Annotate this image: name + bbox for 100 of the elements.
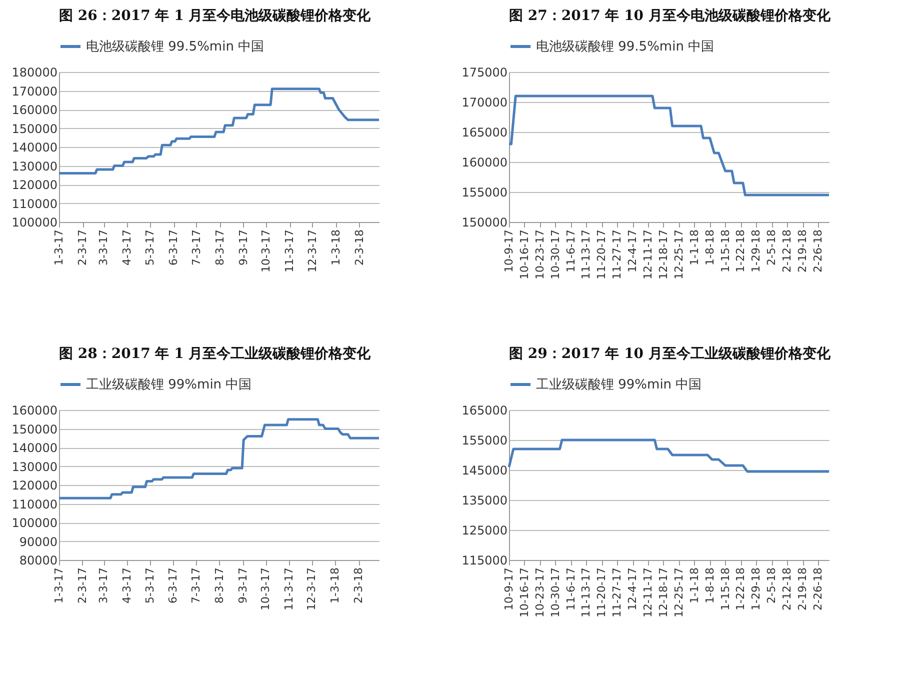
y-tick-label: 155000 bbox=[462, 434, 508, 448]
x-tick-label: 10-3-17 bbox=[260, 230, 273, 272]
x-tick-label: 2-3-17 bbox=[76, 230, 90, 266]
x-tick-label: 11-13-17 bbox=[580, 230, 593, 280]
x-tick-label: 5-3-17 bbox=[143, 230, 156, 266]
x-tick-label: 10-30-17 bbox=[548, 568, 562, 618]
x-tick-label: 12-11-17 bbox=[642, 568, 655, 618]
x-tick-label: 10-30-17 bbox=[548, 230, 562, 280]
x-tick-label: 1-3-17 bbox=[52, 568, 66, 604]
x-tick-label: 1-1-18 bbox=[688, 230, 701, 266]
x-tick-label: 2-19-18 bbox=[796, 230, 810, 272]
y-tick-label: 120000 bbox=[12, 178, 58, 192]
y-tick-label: 165000 bbox=[462, 404, 508, 418]
x-tick-label: 2-12-18 bbox=[780, 230, 794, 272]
x-tick-label: 11-27-17 bbox=[610, 568, 624, 618]
x-tick-label: 8-3-17 bbox=[212, 568, 226, 604]
y-tick-label: 100000 bbox=[12, 516, 58, 530]
x-tick-label: 3-3-17 bbox=[97, 568, 110, 604]
line-series bbox=[508, 438, 830, 473]
y-tick-label: 80000 bbox=[19, 554, 58, 568]
line-series bbox=[58, 88, 380, 174]
x-tick-label: 11-27-17 bbox=[610, 230, 624, 280]
chart-title: 图 27：2017 年 10 月至今电池级碳酸锂价格变化 bbox=[509, 7, 832, 24]
line-series bbox=[58, 418, 380, 500]
legend-label: 电池级碳酸锂 99.5%min 中国 bbox=[86, 40, 264, 54]
x-tick-label: 12-3-17 bbox=[305, 568, 318, 610]
x-tick-label: 1-3-18 bbox=[329, 230, 342, 266]
line-series bbox=[508, 94, 830, 196]
x-tick-label: 4-3-17 bbox=[120, 568, 134, 604]
y-tick-label: 180000 bbox=[12, 66, 58, 80]
y-tick-label: 170000 bbox=[12, 84, 58, 98]
x-tick-label: 4-3-17 bbox=[120, 230, 134, 266]
x-tick-label: 12-3-17 bbox=[306, 230, 319, 272]
legend-label: 工业级碳酸锂 99%min 中国 bbox=[86, 378, 252, 392]
legend-label: 电池级碳酸锂 99.5%min 中国 bbox=[536, 40, 714, 54]
x-tick-label: 7-3-17 bbox=[190, 230, 203, 266]
x-tick-label: 2-3-17 bbox=[76, 568, 89, 604]
y-tick-label: 90000 bbox=[19, 534, 58, 549]
x-tick-label: 9-3-17 bbox=[236, 230, 250, 266]
x-tick-label: 12-18-17 bbox=[656, 230, 670, 280]
y-tick-label: 160000 bbox=[12, 103, 58, 117]
x-tick-label: 3-3-17 bbox=[97, 230, 110, 266]
x-tick-label: 11-3-17 bbox=[282, 568, 296, 610]
x-tick-label: 12-4-17 bbox=[626, 230, 640, 272]
legend-label: 工业级碳酸锂 99%min 中国 bbox=[536, 378, 702, 392]
x-tick-label: 1-15-18 bbox=[718, 230, 732, 272]
chart-title: 图 28：2017 年 1 月至今工业级碳酸锂价格变化 bbox=[59, 345, 372, 362]
y-tick-label: 120000 bbox=[12, 478, 58, 492]
x-tick-label: 1-22-18 bbox=[734, 230, 748, 272]
x-tick-label: 5-3-17 bbox=[143, 568, 156, 604]
x-tick-label: 10-16-17 bbox=[518, 568, 531, 618]
x-tick-label: 6-3-17 bbox=[167, 230, 180, 266]
x-tick-label: 1-1-18 bbox=[688, 568, 701, 604]
x-tick-label: 11-6-17 bbox=[564, 230, 578, 272]
x-tick-label: 12-11-17 bbox=[642, 230, 655, 280]
x-tick-label: 12-25-17 bbox=[672, 568, 686, 618]
x-tick-label: 1-3-17 bbox=[52, 230, 66, 266]
x-tick-label: 10-9-17 bbox=[502, 230, 516, 272]
x-tick-label: 2-3-18 bbox=[352, 230, 366, 266]
y-tick-label: 135000 bbox=[462, 494, 508, 508]
y-tick-label: 110000 bbox=[12, 196, 58, 211]
x-tick-label: 11-20-17 bbox=[595, 568, 608, 618]
x-tick-label: 10-3-17 bbox=[259, 568, 272, 610]
y-tick-label: 150000 bbox=[462, 216, 508, 230]
x-tick-label: 11-6-17 bbox=[564, 568, 578, 610]
x-tick-label: 12-25-17 bbox=[672, 230, 686, 280]
y-tick-label: 170000 bbox=[462, 96, 508, 110]
x-tick-label: 11-20-17 bbox=[595, 230, 608, 280]
x-tick-label: 6-3-17 bbox=[166, 568, 180, 604]
y-tick-label: 100000 bbox=[12, 216, 58, 230]
y-tick-label: 110000 bbox=[12, 497, 58, 512]
x-tick-label: 10-16-17 bbox=[518, 230, 531, 280]
x-tick-label: 12-18-17 bbox=[656, 568, 670, 618]
chart-title: 图 29：2017 年 10 月至今工业级碳酸锂价格变化 bbox=[509, 345, 832, 362]
x-tick-label: 1-3-18 bbox=[328, 568, 342, 604]
x-tick-label: 2-26-18 bbox=[811, 568, 824, 610]
chart-title: 图 26：2017 年 1 月至今电池级碳酸锂价格变化 bbox=[59, 7, 372, 24]
y-tick-label: 145000 bbox=[462, 464, 508, 478]
x-tick-label: 1-8-18 bbox=[703, 230, 716, 266]
x-tick-label: 2-19-18 bbox=[796, 568, 810, 610]
y-tick-label: 140000 bbox=[12, 441, 58, 455]
x-tick-label: 9-3-17 bbox=[236, 568, 250, 604]
x-tick-label: 2-5-18 bbox=[765, 568, 778, 604]
x-tick-label: 11-13-17 bbox=[580, 568, 593, 618]
x-tick-label: 1-8-18 bbox=[703, 568, 716, 604]
y-tick-label: 165000 bbox=[462, 126, 508, 140]
x-tick-label: 8-3-17 bbox=[213, 230, 226, 266]
x-tick-label: 1-29-18 bbox=[750, 568, 763, 610]
y-tick-label: 130000 bbox=[12, 159, 58, 174]
y-tick-label: 130000 bbox=[12, 460, 58, 474]
y-tick-label: 175000 bbox=[462, 66, 508, 80]
y-tick-label: 160000 bbox=[462, 156, 508, 170]
x-tick-label: 10-23-17 bbox=[533, 230, 546, 280]
y-tick-label: 125000 bbox=[462, 524, 508, 538]
x-tick-label: 12-4-17 bbox=[626, 568, 640, 610]
x-tick-label: 1-22-18 bbox=[734, 568, 748, 610]
y-tick-label: 150000 bbox=[12, 422, 58, 436]
y-tick-label: 155000 bbox=[462, 186, 508, 200]
x-tick-label: 2-5-18 bbox=[765, 230, 778, 266]
x-tick-label: 2-26-18 bbox=[811, 230, 824, 272]
